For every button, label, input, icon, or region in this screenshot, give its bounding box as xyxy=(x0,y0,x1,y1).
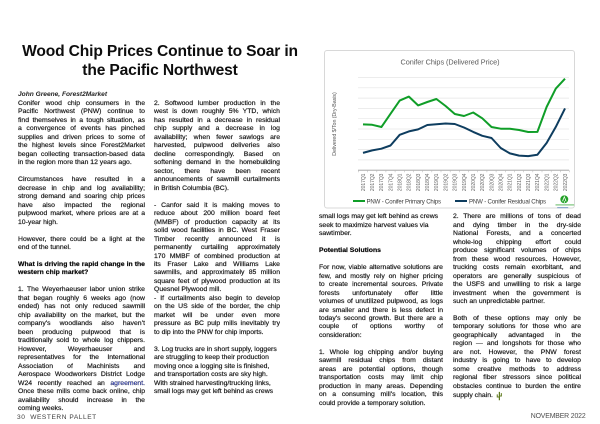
svg-text:2020Q3: 2020Q3 xyxy=(489,173,495,191)
svg-text:2017Q3: 2017Q3 xyxy=(379,173,385,191)
svg-text:2018Q4: 2018Q4 xyxy=(425,173,431,191)
svg-text:2019Q1: 2019Q1 xyxy=(434,173,440,191)
svg-text:2019Q4: 2019Q4 xyxy=(462,173,468,191)
svg-text:2022Q1: 2022Q1 xyxy=(544,173,550,191)
svg-text:2022Q3: 2022Q3 xyxy=(563,173,569,191)
svg-text:PNW - Conifer Primary Chips: PNW - Conifer Primary Chips xyxy=(367,198,442,205)
svg-text:2018Q2: 2018Q2 xyxy=(407,173,413,191)
svg-text:2020Q2: 2020Q2 xyxy=(480,173,486,191)
svg-text:2021Q2: 2021Q2 xyxy=(517,173,523,191)
svg-text:2019Q2: 2019Q2 xyxy=(443,173,449,191)
svg-text:2017Q2: 2017Q2 xyxy=(370,173,376,191)
svg-text:2019Q3: 2019Q3 xyxy=(453,173,459,191)
svg-text:2017Q1: 2017Q1 xyxy=(361,173,367,191)
svg-text:2018Q1: 2018Q1 xyxy=(398,173,404,191)
svg-text:2021Q4: 2021Q4 xyxy=(535,173,541,191)
svg-text:PNW - Conifer Residual Chips: PNW - Conifer Residual Chips xyxy=(469,198,546,205)
svg-text:2022Q2: 2022Q2 xyxy=(554,173,560,191)
svg-text:2017Q4: 2017Q4 xyxy=(388,173,394,191)
svg-text:Delivered $/Ton (Dry-Basis): Delivered $/Ton (Dry-Basis) xyxy=(332,92,338,156)
svg-text:2020Q4: 2020Q4 xyxy=(499,173,505,191)
svg-text:2021Q3: 2021Q3 xyxy=(526,173,532,191)
svg-text:2018Q3: 2018Q3 xyxy=(416,173,422,191)
svg-text:Conifer Chips (Delivered Price: Conifer Chips (Delivered Price) xyxy=(400,57,499,66)
svg-text:2020Q1: 2020Q1 xyxy=(471,173,477,191)
svg-text:2021Q1: 2021Q1 xyxy=(508,173,514,191)
